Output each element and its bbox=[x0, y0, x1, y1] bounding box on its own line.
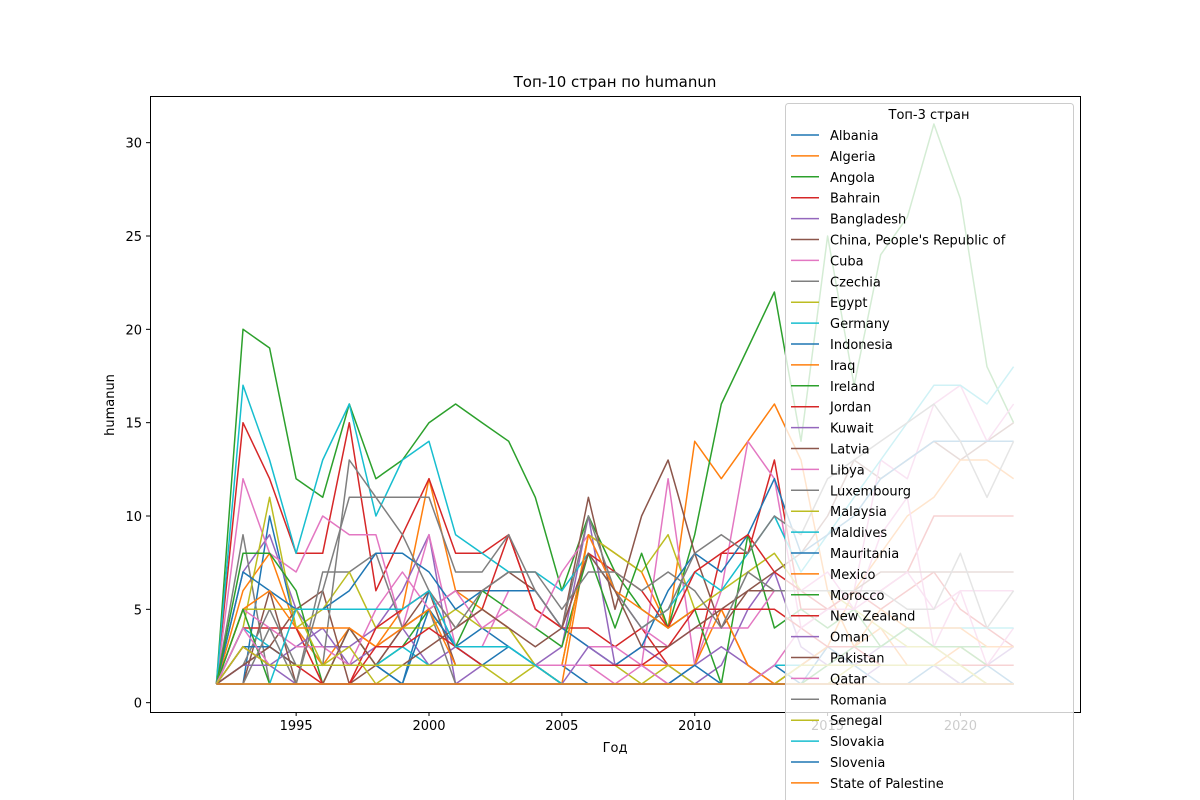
legend-label-8: Egypt bbox=[830, 296, 868, 311]
y-tick-label-2: 10 bbox=[125, 510, 142, 525]
x-tick-label-0: 1995 bbox=[280, 719, 313, 734]
y-tick-label-3: 15 bbox=[125, 417, 142, 432]
legend-label-18: Malaysia bbox=[830, 505, 887, 520]
plot-frame bbox=[150, 96, 1081, 713]
legend-label-19: Maldives bbox=[830, 526, 887, 541]
chart-title: Топ-10 стран по humanun bbox=[513, 73, 717, 91]
legend-label-16: Libya bbox=[830, 463, 865, 478]
legend-label-31: State of Palestine bbox=[830, 777, 944, 792]
legend-label-14: Kuwait bbox=[830, 422, 873, 437]
legend-label-25: Pakistan bbox=[830, 652, 884, 667]
y-tick-label-4: 20 bbox=[125, 323, 142, 338]
legend-label-10: Indonesia bbox=[830, 338, 893, 353]
legend-label-5: China, People's Republic of bbox=[830, 234, 1006, 249]
legend-label-26: Qatar bbox=[830, 672, 867, 687]
legend-title: Топ-3 стран bbox=[888, 108, 970, 123]
legend-label-9: Germany bbox=[830, 317, 890, 332]
legend-label-27: Romania bbox=[830, 693, 887, 708]
y-tick-label-5: 25 bbox=[125, 230, 142, 245]
legend-label-2: Angola bbox=[830, 171, 875, 186]
legend-label-21: Mexico bbox=[830, 568, 875, 583]
legend-label-30: Slovenia bbox=[830, 756, 885, 771]
x-tick-label-1: 2000 bbox=[412, 719, 445, 734]
legend-box bbox=[785, 103, 1074, 800]
legend-label-23: New Zealand bbox=[830, 610, 915, 625]
y-tick-label-0: 0 bbox=[134, 697, 142, 712]
legend-label-0: Albania bbox=[830, 129, 879, 144]
legend-label-6: Cuba bbox=[830, 254, 864, 269]
legend-label-12: Ireland bbox=[830, 380, 875, 395]
legend-label-22: Morocco bbox=[830, 589, 884, 604]
x-axis-label: Год bbox=[603, 741, 628, 756]
legend-items: Albania Algeria Angola Bahrain Bangladesh Chi… bbox=[791, 129, 1006, 792]
legend-label-20: Mauritania bbox=[830, 547, 899, 562]
legend-label-28: Senegal bbox=[830, 714, 882, 729]
legend-label-17: Luxembourg bbox=[830, 484, 911, 499]
legend-label-4: Bangladesh bbox=[830, 213, 906, 228]
legend-label-29: Slovakia bbox=[830, 735, 885, 750]
legend-label-15: Latvia bbox=[830, 443, 870, 458]
legend-label-11: Iraq bbox=[830, 359, 855, 374]
x-tick-label-3: 2010 bbox=[678, 719, 711, 734]
y-axis-ticks: 0 5 10 15 20 25 30 bbox=[125, 137, 150, 712]
legend-label-3: Bahrain bbox=[830, 192, 880, 207]
y-axis-label: humanun bbox=[103, 374, 118, 436]
legend-label-24: Oman bbox=[830, 631, 869, 646]
legend-label-13: Jordan bbox=[829, 401, 871, 416]
legend: Топ-3 стран Albania Algeria Angola Bahrain B… bbox=[785, 103, 1074, 800]
x-tick-label-2: 2005 bbox=[545, 719, 578, 734]
y-tick-label-1: 5 bbox=[134, 603, 142, 618]
legend-label-7: Czechia bbox=[830, 275, 881, 290]
y-tick-label-6: 30 bbox=[125, 137, 142, 152]
legend-label-1: Algeria bbox=[830, 150, 876, 165]
